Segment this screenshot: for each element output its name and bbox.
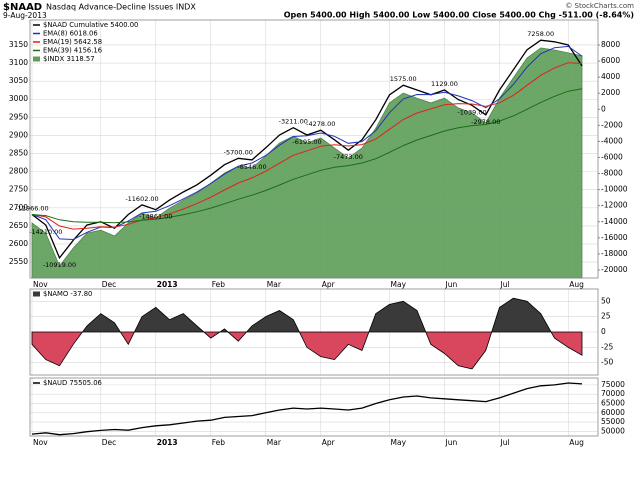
annotation: -8546.00 (237, 163, 266, 171)
x-tick-label: Apr (322, 438, 336, 447)
y2-tick-label: 2000 (601, 88, 620, 97)
legend-swatch (33, 56, 40, 62)
y-tick-label: 0 (601, 327, 606, 336)
x-tick-label: Jul (500, 438, 510, 447)
x-tick-label: Aug (569, 438, 584, 447)
date-label: 9-Aug-2013 (3, 11, 47, 20)
x-tick-label: Feb (212, 438, 226, 447)
x-tick-label: Dec (102, 280, 117, 289)
credit: © StockCharts.com (565, 2, 634, 10)
annotation: -4278.00 (306, 120, 335, 128)
annotation: 1129.00 (431, 80, 458, 88)
y-tick-label: 3050 (9, 76, 28, 85)
legend-entry: EMA(39) 4156.16 (43, 47, 102, 55)
x-tick-label: Dec (102, 438, 117, 447)
y2-tick-label: 8000 (601, 40, 620, 49)
x-tick-label: Feb (212, 280, 226, 289)
y-tick-label: 2800 (9, 167, 28, 176)
annotation: -3211.00 (279, 118, 308, 126)
annotation: -7473.00 (334, 153, 363, 161)
annotation: -6195.00 (292, 138, 321, 146)
y2-tick-label: -14000 (601, 217, 628, 226)
legend-entry: EMA(8) 6018.06 (43, 30, 98, 38)
y2-tick-label: 4000 (601, 72, 620, 81)
annotation: -11602.00 (125, 195, 158, 203)
quote: Open 5400.00 High 5400.00 Low 5400.00 Cl… (284, 11, 634, 20)
y2-tick-label: 0 (601, 104, 606, 113)
x-tick-label: Nov (33, 280, 48, 289)
legend-entry: $NAAD Cumulative 5400.00 (43, 21, 138, 29)
legend-entry: $INDX 3118.57 (43, 55, 95, 63)
y-tick-label: 50 (601, 296, 611, 305)
y-tick-label: 3150 (9, 40, 28, 49)
y-tick-label: 70000 (601, 389, 625, 398)
y2-tick-label: -10000 (601, 185, 628, 194)
y-tick-label: 2900 (9, 130, 28, 139)
line (31, 39, 583, 260)
y2-tick-label: -16000 (601, 233, 628, 242)
x-tick-label: May (391, 280, 407, 289)
annotation: 1575.00 (390, 75, 417, 83)
x-tick-label: Aug (569, 280, 584, 289)
y-tick-label: 2650 (9, 221, 28, 230)
annotation: -2978.00 (471, 118, 500, 126)
legend-entry: EMA(19) 5642.58 (43, 38, 102, 46)
legend-swatch (33, 291, 40, 297)
x-tick-label: May (391, 438, 407, 447)
y-tick-label: -50 (601, 358, 613, 367)
area (31, 297, 583, 370)
plot-frame (29, 19, 599, 279)
x-tick-label: Mar (267, 280, 282, 289)
plot-frame (29, 288, 599, 376)
line (31, 382, 583, 436)
y-tick-label: 2700 (9, 203, 28, 212)
x-tick-label: Apr (322, 280, 336, 289)
legend-entry: $NAMO -37.80 (43, 290, 92, 298)
plot-frame (29, 377, 599, 437)
x-tick-label: Jun (445, 280, 458, 289)
y2-tick-label: -2000 (601, 120, 623, 129)
chart-title: $NAAD (3, 2, 42, 13)
y-tick-label: 2750 (9, 185, 28, 194)
y2-tick-label: -6000 (601, 152, 623, 161)
legend-entry: $NAUD 75505.06 (43, 379, 102, 387)
x-tick-label: Jul (500, 280, 510, 289)
line (31, 62, 583, 230)
annotation: -14210.00 (29, 228, 62, 236)
x-tick-label: Jun (445, 438, 458, 447)
x-tick-label: 2013 (157, 280, 178, 289)
y-tick-label: 60000 (601, 408, 625, 417)
chart-subtitle: Nasdaq Advance-Decline Issues INDX (46, 3, 196, 12)
annotation: -14861.00 (139, 213, 172, 221)
y2-tick-label: -18000 (601, 249, 628, 258)
y-tick-label: 25 (601, 312, 611, 321)
y2-tick-label: 6000 (601, 56, 620, 65)
y2-tick-label: -8000 (601, 169, 623, 178)
y-tick-label: 65000 (601, 398, 625, 407)
annotation: 7258.00 (527, 30, 554, 38)
y-tick-label: 2600 (9, 239, 28, 248)
y-tick-label: 2550 (9, 257, 28, 266)
y-tick-label: 2850 (9, 149, 28, 158)
y-tick-label: 55000 (601, 417, 625, 426)
annotation: -10919.00 (43, 261, 76, 269)
y-tick-label: 2950 (9, 112, 28, 121)
annotation: -1039.00 (457, 108, 486, 116)
annotation: -5700.00 (224, 148, 253, 156)
y-tick-label: 75000 (601, 380, 625, 389)
annotation: -12966.00 (15, 205, 48, 213)
y2-tick-label: -12000 (601, 201, 628, 210)
y-tick-label: 3100 (9, 58, 28, 67)
y-tick-label: 3000 (9, 94, 28, 103)
x-tick-label: 2013 (157, 438, 178, 447)
x-tick-label: Mar (267, 438, 282, 447)
y2-tick-label: -4000 (601, 136, 623, 145)
y-tick-label: 50000 (601, 426, 625, 435)
y-tick-label: -25 (601, 342, 613, 351)
y2-tick-label: -20000 (601, 265, 628, 274)
line (31, 88, 583, 224)
x-tick-label: Nov (33, 438, 48, 447)
